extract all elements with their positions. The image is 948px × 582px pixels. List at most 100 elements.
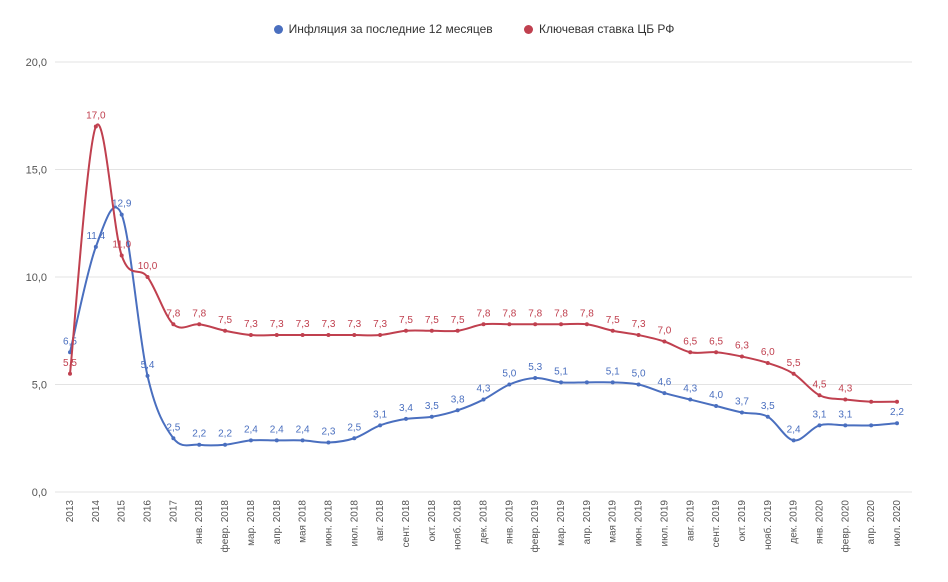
x-tick-label: июн. 2019 (634, 500, 645, 547)
data-point-key-rate (300, 333, 305, 338)
data-point-inflation (895, 421, 899, 426)
data-label-key-rate: 7,3 (347, 319, 361, 330)
legend-marker-key-rate (524, 24, 533, 34)
data-point-key-rate (403, 328, 408, 333)
data-label-key-rate: 7,8 (502, 308, 516, 319)
data-point-key-rate (533, 322, 538, 327)
data-point-key-rate (68, 371, 72, 376)
data-label-inflation: 3,1 (373, 409, 387, 420)
data-point-inflation (403, 416, 408, 421)
data-point-inflation (817, 423, 822, 428)
x-tick-label: янв. 2018 (194, 500, 205, 544)
data-label-inflation: 2,4 (270, 424, 284, 435)
data-point-inflation (507, 382, 512, 387)
data-point-key-rate (326, 333, 331, 338)
legend-item-key-rate[interactable]: Ключевая ставка ЦБ РФ (524, 22, 674, 36)
data-point-key-rate (610, 328, 615, 333)
x-tick-label: окт. 2018 (427, 500, 438, 542)
data-label-inflation: 3,5 (761, 401, 775, 412)
data-point-key-rate (791, 371, 796, 376)
data-label-inflation: 2,4 (244, 424, 258, 435)
data-label-key-rate: 5,5 (787, 358, 801, 369)
data-point-key-rate (145, 275, 150, 279)
x-tick-label: нояб. 2018 (452, 500, 464, 550)
legend-label-key-rate: Ключевая ставка ЦБ РФ (539, 22, 675, 36)
data-point-key-rate (171, 322, 176, 327)
data-point-inflation (869, 423, 874, 428)
x-tick-label: июн. 2018 (323, 500, 334, 547)
data-label-inflation: 2,4 (787, 424, 801, 435)
data-label-key-rate: 6,3 (735, 341, 749, 352)
data-label-key-rate: 10,0 (138, 261, 158, 272)
data-label-key-rate: 4,5 (813, 379, 827, 390)
data-point-inflation (197, 442, 202, 447)
data-label-inflation: 3,7 (735, 396, 749, 407)
data-point-key-rate (843, 397, 848, 402)
data-point-key-rate (739, 354, 744, 359)
data-point-key-rate (197, 322, 202, 327)
data-point-inflation (352, 436, 357, 441)
data-point-key-rate (714, 350, 719, 355)
data-label-inflation: 5,3 (528, 362, 542, 373)
y-tick-label: 0,0 (32, 487, 47, 499)
data-label-inflation: 3,1 (838, 409, 852, 420)
data-point-key-rate (636, 333, 641, 338)
data-point-key-rate (429, 328, 434, 333)
data-label-key-rate: 5,5 (63, 358, 77, 369)
data-label-inflation: 3,8 (451, 394, 465, 405)
data-label-key-rate: 7,3 (373, 319, 387, 330)
data-label-key-rate: 7,8 (554, 308, 568, 319)
legend-label-inflation: Инфляция за последние 12 месяцев (288, 22, 493, 36)
data-label-key-rate: 6,5 (709, 336, 723, 347)
data-point-inflation (610, 380, 615, 385)
y-tick-label: 20,0 (26, 57, 47, 69)
data-point-inflation (584, 380, 589, 385)
data-label-inflation: 5,4 (141, 360, 155, 371)
data-point-key-rate (248, 333, 253, 338)
data-label-key-rate: 11,0 (112, 240, 131, 251)
data-label-inflation: 3,5 (425, 401, 439, 412)
data-point-key-rate (817, 393, 822, 398)
data-point-key-rate (93, 124, 98, 129)
data-label-key-rate: 7,3 (296, 319, 310, 330)
data-label-key-rate: 7,8 (528, 308, 542, 319)
data-label-inflation: 4,3 (477, 384, 491, 395)
data-point-inflation (300, 438, 305, 443)
x-tick-label: апр. 2019 (582, 500, 593, 545)
data-label-key-rate: 7,3 (321, 319, 335, 330)
x-tick-label: июл. 2019 (659, 500, 670, 547)
data-point-inflation (274, 438, 279, 443)
x-tick-label: февр. 2020 (839, 500, 851, 553)
data-label-key-rate: 7,3 (270, 319, 284, 330)
data-point-inflation (533, 376, 538, 381)
data-point-key-rate (223, 328, 228, 333)
data-label-key-rate: 7,8 (477, 308, 491, 319)
data-label-inflation: 2,2 (890, 407, 904, 418)
x-tick-label: 2017 (168, 500, 179, 523)
data-label-key-rate: 7,8 (192, 308, 206, 319)
data-point-key-rate (378, 333, 383, 338)
data-point-inflation (223, 442, 228, 447)
data-label-key-rate: 6,0 (761, 347, 775, 358)
data-point-inflation (662, 391, 667, 396)
legend-item-inflation[interactable]: Инфляция за последние 12 месяцев (273, 22, 493, 36)
data-point-inflation (739, 410, 744, 415)
data-label-key-rate: 7,5 (451, 315, 465, 326)
x-tick-label: дек. 2018 (479, 500, 490, 544)
x-tick-label: апр. 2018 (272, 500, 283, 545)
data-label-key-rate: 7,5 (425, 315, 439, 326)
data-point-inflation (326, 440, 331, 445)
x-tick-label: 2016 (143, 500, 154, 523)
data-point-key-rate (895, 399, 899, 404)
data-point-key-rate (274, 333, 279, 338)
series-line-inflation (69, 206, 898, 447)
data-point-key-rate (119, 253, 124, 258)
data-label-inflation: 5,1 (554, 366, 568, 377)
data-point-inflation (248, 438, 253, 443)
x-tick-label: апр. 2020 (866, 500, 877, 545)
x-tick-label: нояб. 2019 (762, 500, 774, 550)
y-tick-label: 10,0 (26, 272, 47, 284)
data-point-inflation (429, 414, 434, 419)
data-label-inflation: 4,6 (657, 377, 671, 388)
data-point-inflation (455, 408, 460, 413)
